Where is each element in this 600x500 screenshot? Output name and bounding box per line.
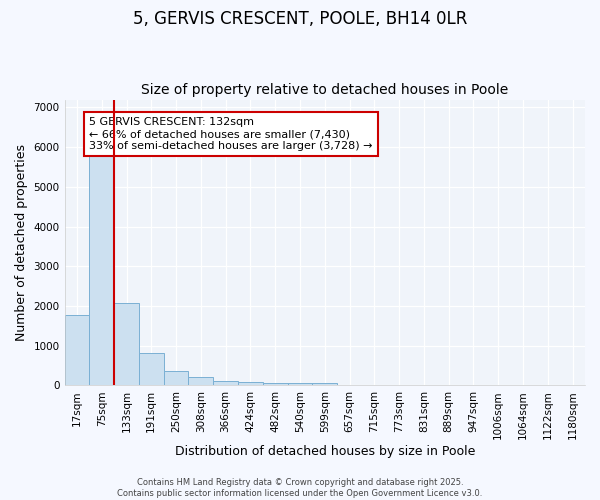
- Text: Contains HM Land Registry data © Crown copyright and database right 2025.
Contai: Contains HM Land Registry data © Crown c…: [118, 478, 482, 498]
- Y-axis label: Number of detached properties: Number of detached properties: [15, 144, 28, 341]
- Bar: [89, 154, 114, 386]
- Bar: [114, 303, 139, 386]
- Text: 5 GERVIS CRESCENT: 132sqm
← 66% of detached houses are smaller (7,430)
33% of se: 5 GERVIS CRESCENT: 132sqm ← 66% of detac…: [89, 118, 373, 150]
- Bar: [65, 314, 89, 386]
- Bar: [188, 377, 213, 386]
- Bar: [238, 382, 263, 386]
- Bar: [313, 383, 337, 386]
- Text: 5, GERVIS CRESCENT, POOLE, BH14 0LR: 5, GERVIS CRESCENT, POOLE, BH14 0LR: [133, 10, 467, 28]
- X-axis label: Distribution of detached houses by size in Poole: Distribution of detached houses by size …: [175, 444, 475, 458]
- Bar: [139, 353, 164, 386]
- Bar: [287, 383, 313, 386]
- Bar: [213, 381, 238, 386]
- Title: Size of property relative to detached houses in Poole: Size of property relative to detached ho…: [141, 83, 508, 97]
- Bar: [164, 371, 188, 386]
- Bar: [263, 383, 287, 386]
